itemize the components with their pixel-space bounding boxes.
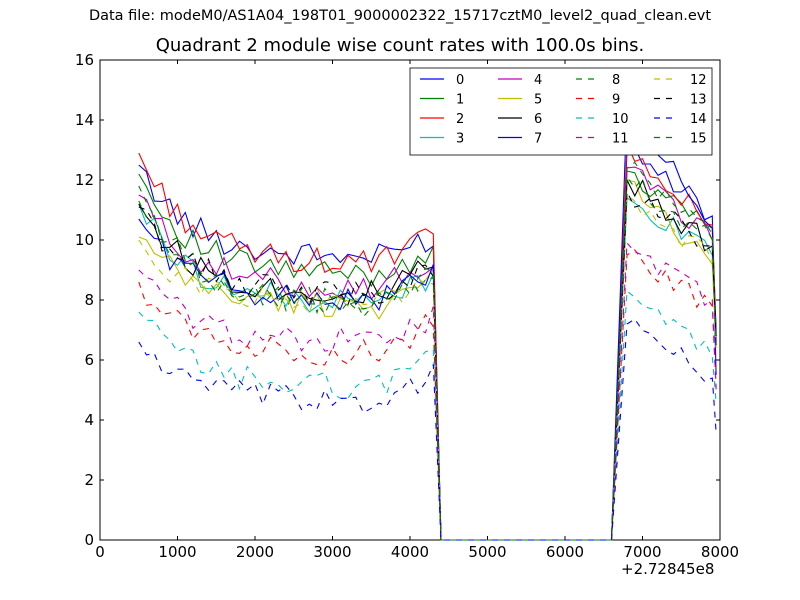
series-line-10 [138,289,717,541]
legend-label-2: 2 [456,112,464,127]
series-line-4 [138,166,717,541]
series-line-13 [138,189,717,541]
x-tick-label: 7000 [623,543,661,561]
series-line-5 [138,179,717,541]
series-line-12 [138,193,717,541]
legend-box [409,67,713,156]
series-line-15 [138,175,717,541]
series-line-1 [138,170,717,541]
y-tick-label: 16 [75,51,94,69]
legend-label-13: 13 [690,93,707,108]
legend-label-14: 14 [690,112,707,127]
figure-suptitle: Data file: modeM0/AS1A04_198T01_90000023… [88,8,712,24]
legend-label-8: 8 [612,73,620,88]
series-line-14 [138,318,717,541]
series-line-9 [138,249,717,541]
series-line-6 [138,179,717,541]
x-tick-label: 1000 [158,543,196,561]
legend-label-4: 4 [534,73,542,88]
x-tick-label: 0 [95,543,105,561]
y-tick-label: 10 [75,231,94,249]
y-tick-label: 2 [84,471,94,489]
legend-label-6: 6 [534,112,542,127]
series-line-2 [138,143,717,541]
y-tick-label: 8 [84,291,94,309]
y-tick-label: 14 [75,111,94,129]
x-tick-label: 5000 [468,543,506,561]
series-line-0 [138,146,717,541]
series-line-3 [138,197,717,541]
y-tick-label: 0 [84,531,94,549]
legend-label-0: 0 [456,73,464,88]
series-layer [138,103,717,541]
x-tick-label: 6000 [546,543,584,561]
legend-label-1: 1 [456,93,464,108]
legend-label-10: 10 [612,112,629,127]
legend-label-7: 7 [534,132,542,147]
legend-label-3: 3 [456,132,464,147]
legend-label-9: 9 [612,93,620,108]
legend-label-12: 12 [690,73,707,88]
y-tick-label: 12 [75,171,94,189]
legend-label-5: 5 [534,93,542,108]
legend-label-11: 11 [612,132,629,147]
x-tick-label: 8000 [701,543,739,561]
x-offset-label: +2.72845e8 [621,560,715,578]
plot-title: Quadrant 2 module wise count rates with … [155,35,645,56]
y-tick-label: 6 [84,351,94,369]
x-tick-label: 4000 [391,543,429,561]
x-tick-label: 2000 [236,543,274,561]
y-tick-label: 4 [84,411,94,429]
x-tick-label: 3000 [313,543,351,561]
legend-label-15: 15 [690,132,707,147]
